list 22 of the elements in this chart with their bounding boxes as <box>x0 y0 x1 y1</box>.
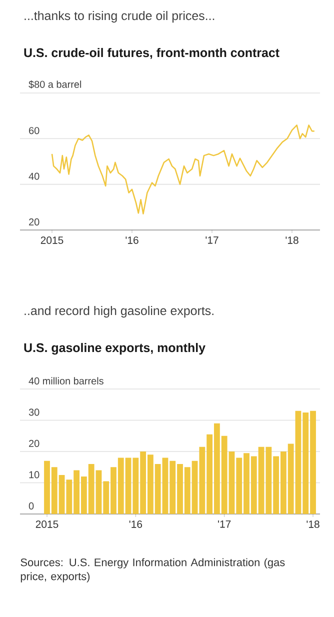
y-tick-label: 40 <box>28 172 40 180</box>
y-tick-label: $80 a barrel <box>28 80 82 88</box>
x-tick-label: '16 <box>129 520 142 528</box>
chart-subtitle: ...thanks to rising crude oil prices... <box>24 10 214 23</box>
y-tick-label: 30 <box>28 408 40 416</box>
x-tick-label: '17 <box>218 520 231 528</box>
y-tick-label: 10 <box>29 471 40 478</box>
y-tick-label: 40 million barrels <box>28 377 104 384</box>
y-tick-label: 20 <box>29 440 40 447</box>
chart-subtitle: ..and record high gasoline exports. <box>24 306 214 318</box>
source-note: Sources: U.S. Energy Information Administration (gas price, exports) <box>20 558 285 582</box>
x-tick-label: '18 <box>306 520 320 528</box>
x-tick-label: '16 <box>126 236 138 244</box>
y-tick-label: 0 <box>28 502 34 510</box>
y-tick-label: 20 <box>29 218 40 226</box>
chart-title: U.S. crude-oil futures, front-month contract <box>24 48 280 59</box>
x-tick-label: 2015 <box>36 520 58 528</box>
y-tick-label: 60 <box>29 127 40 134</box>
x-tick-label: 2015 <box>40 236 64 244</box>
chart-title: U.S. gasoline exports, monthly <box>24 342 206 355</box>
x-tick-label: '18 <box>286 236 298 244</box>
x-tick-label: '17 <box>206 236 218 244</box>
